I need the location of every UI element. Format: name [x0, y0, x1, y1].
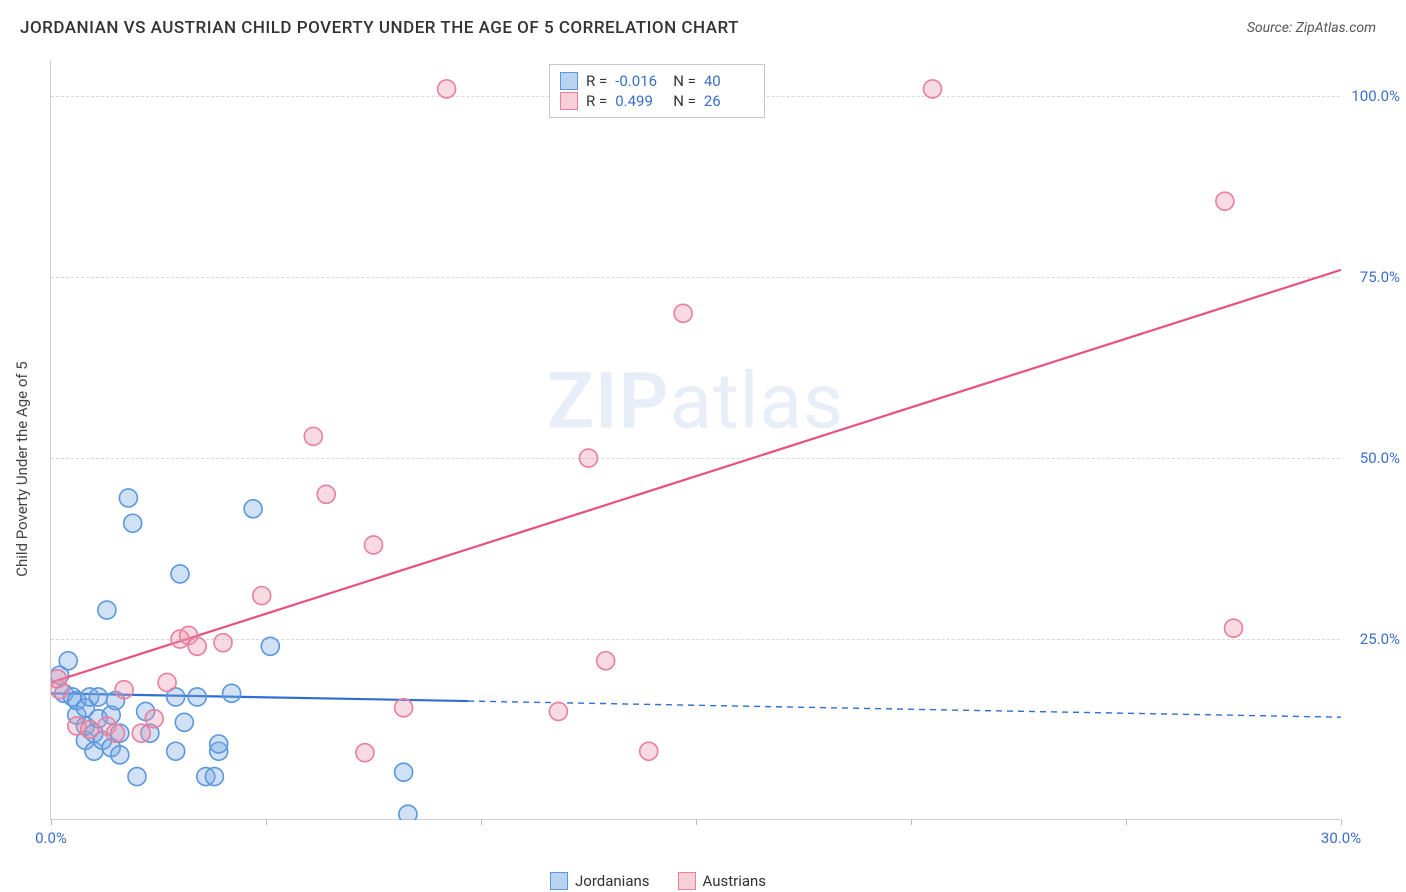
- legend-r-label: R =: [586, 72, 607, 90]
- data-point-austrians: [438, 80, 456, 98]
- legend-r-label: R =: [586, 92, 607, 110]
- data-point-jordanians: [124, 514, 142, 532]
- legend-n-value: 26: [704, 92, 754, 110]
- data-point-austrians: [132, 724, 150, 742]
- plot-wrap: Child Poverty Under the Age of 5 ZIPatla…: [50, 60, 1390, 860]
- data-point-austrians: [188, 637, 206, 655]
- source-name: ZipAtlas.com: [1296, 20, 1376, 36]
- series-legend: Jordanians Austrians: [550, 872, 766, 890]
- chart-svg: [51, 60, 1341, 820]
- data-point-austrians: [51, 670, 66, 688]
- data-point-jordanians: [167, 742, 185, 760]
- header-row: JORDANIAN VS AUSTRIAN CHILD POVERTY UNDE…: [0, 0, 1406, 46]
- data-point-jordanians: [205, 768, 223, 786]
- legend-r-value: 0.499: [615, 92, 665, 110]
- source-prefix: Source:: [1247, 20, 1296, 36]
- trend-line-dashed-jordanians: [468, 701, 1341, 717]
- data-point-austrians: [924, 80, 942, 98]
- data-point-austrians: [549, 702, 567, 720]
- chart-title: JORDANIAN VS AUSTRIAN CHILD POVERTY UNDE…: [20, 18, 739, 38]
- data-point-jordanians: [89, 688, 107, 706]
- legend-r-value: -0.016: [615, 72, 665, 90]
- data-point-austrians: [81, 721, 99, 739]
- data-point-austrians: [1216, 192, 1234, 210]
- data-point-jordanians: [111, 746, 129, 764]
- data-point-austrians: [395, 699, 413, 717]
- data-point-austrians: [158, 673, 176, 691]
- data-point-austrians: [674, 304, 692, 322]
- legend-swatch-austrians: [560, 92, 578, 110]
- data-point-jordanians: [223, 684, 241, 702]
- correlation-legend-row: R = -0.016 N = 40: [560, 72, 754, 90]
- data-point-jordanians: [175, 713, 193, 731]
- x-tick-label: 0.0%: [35, 829, 67, 847]
- data-point-austrians: [580, 449, 598, 467]
- data-point-austrians: [107, 724, 125, 742]
- trend-line-austrians: [51, 270, 1341, 683]
- series-legend-label: Jordanians: [575, 872, 650, 890]
- y-axis-label: Child Poverty Under the Age of 5: [13, 361, 31, 577]
- data-point-jordanians: [210, 735, 228, 753]
- source-credit: Source: ZipAtlas.com: [1247, 20, 1376, 36]
- series-legend-item: Austrians: [678, 872, 767, 890]
- data-point-austrians: [597, 652, 615, 670]
- correlation-legend-row: R = 0.499 N = 26: [560, 92, 754, 110]
- series-legend-label: Austrians: [703, 872, 767, 890]
- data-point-jordanians: [128, 768, 146, 786]
- data-point-austrians: [304, 427, 322, 445]
- data-point-jordanians: [244, 500, 262, 518]
- data-point-austrians: [145, 710, 163, 728]
- y-tick-label: 75.0%: [1345, 268, 1400, 286]
- y-tick-label: 100.0%: [1345, 87, 1400, 105]
- data-point-austrians: [1225, 619, 1243, 637]
- plot-area: ZIPatlas R = -0.016 N = 40 R = 0.499 N =…: [50, 60, 1340, 820]
- legend-swatch-jordanians: [550, 872, 568, 890]
- legend-swatch-austrians: [678, 872, 696, 890]
- data-point-austrians: [365, 536, 383, 554]
- data-point-jordanians: [59, 652, 77, 670]
- data-point-austrians: [115, 681, 133, 699]
- data-point-jordanians: [171, 565, 189, 583]
- data-point-jordanians: [399, 805, 417, 820]
- data-point-austrians: [214, 634, 232, 652]
- data-point-austrians: [253, 587, 271, 605]
- x-tick: [1341, 819, 1342, 825]
- legend-n-value: 40: [704, 72, 754, 90]
- data-point-austrians: [640, 742, 658, 760]
- x-tick-label: 30.0%: [1321, 829, 1361, 847]
- data-point-jordanians: [395, 763, 413, 781]
- data-point-austrians: [317, 485, 335, 503]
- data-point-jordanians: [119, 489, 137, 507]
- data-point-austrians: [356, 744, 374, 762]
- data-point-jordanians: [261, 637, 279, 655]
- series-legend-item: Jordanians: [550, 872, 650, 890]
- legend-swatch-jordanians: [560, 72, 578, 90]
- y-tick-label: 25.0%: [1345, 630, 1400, 648]
- y-tick-label: 50.0%: [1345, 449, 1400, 467]
- data-point-jordanians: [188, 688, 206, 706]
- legend-n-label: N =: [673, 92, 696, 110]
- data-point-jordanians: [98, 601, 116, 619]
- correlation-legend: R = -0.016 N = 40 R = 0.499 N = 26: [549, 64, 765, 118]
- legend-n-label: N =: [673, 72, 696, 90]
